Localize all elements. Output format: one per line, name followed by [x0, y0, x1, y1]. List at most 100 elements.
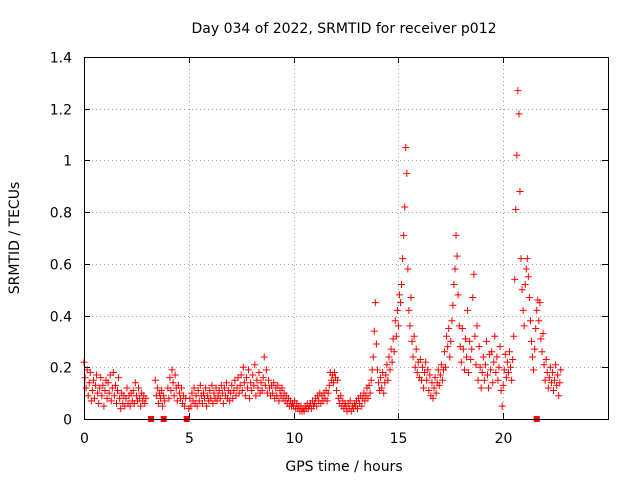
data-point — [445, 325, 453, 332]
data-point — [333, 387, 341, 395]
data-point — [358, 402, 366, 410]
data-point — [448, 317, 456, 325]
x-tick-label: 5 — [185, 431, 194, 447]
data-point — [369, 353, 377, 361]
y-tick-label: 1 — [63, 154, 72, 170]
data-point — [510, 332, 518, 340]
data-point — [330, 368, 338, 376]
data-point — [110, 392, 118, 400]
data-point — [449, 301, 457, 309]
data-point — [109, 368, 117, 376]
data-point — [403, 169, 411, 177]
data-point — [420, 384, 428, 392]
data-point — [240, 379, 248, 387]
data-point — [519, 306, 527, 314]
data-point — [474, 376, 482, 384]
data-point — [384, 376, 392, 384]
data-point — [366, 389, 374, 397]
data-point — [557, 366, 565, 374]
data-point — [393, 306, 401, 314]
data-point — [236, 381, 244, 389]
data-point — [453, 252, 461, 260]
data-point — [112, 399, 120, 407]
data-point — [383, 361, 391, 369]
data-point — [202, 384, 210, 392]
data-point — [171, 371, 179, 379]
data-point — [454, 291, 462, 299]
data-point — [429, 394, 437, 402]
data-point — [437, 361, 445, 369]
data-point — [556, 379, 564, 387]
data-point — [492, 368, 500, 376]
data-point — [245, 366, 253, 374]
data-point — [243, 384, 251, 392]
data-point — [248, 387, 256, 395]
data-point — [411, 363, 419, 371]
data-point — [188, 389, 196, 397]
data-point — [85, 379, 93, 387]
data-point — [457, 358, 465, 366]
y-tick-label: 0 — [63, 413, 72, 429]
data-point — [395, 291, 403, 299]
data-point — [194, 387, 202, 395]
data-point — [531, 345, 539, 353]
data-point — [203, 402, 211, 410]
data-point — [464, 306, 472, 314]
data-point — [481, 361, 489, 369]
data-point — [252, 392, 260, 400]
data-point — [101, 387, 109, 395]
data-point — [377, 374, 385, 382]
data-point — [523, 255, 531, 263]
data-point — [482, 337, 490, 345]
data-point — [372, 340, 380, 348]
data-point — [516, 187, 524, 195]
y-tick-label: 0.4 — [50, 310, 72, 326]
data-point — [261, 381, 269, 389]
data-point — [532, 325, 540, 332]
data-point — [142, 394, 150, 402]
data-point — [527, 337, 535, 345]
data-point — [495, 363, 503, 371]
data-point — [554, 371, 562, 379]
y-tick-label: 1.2 — [50, 103, 72, 119]
data-point — [432, 389, 440, 397]
data-point — [436, 371, 444, 379]
data-point — [115, 374, 123, 382]
data-point — [196, 381, 204, 389]
data-point — [378, 384, 386, 392]
data-point — [253, 376, 261, 384]
data-point — [475, 343, 483, 351]
data-point — [500, 366, 508, 374]
data-point — [239, 363, 247, 371]
y-tick-label: 0.2 — [50, 361, 72, 377]
data-point — [548, 368, 556, 376]
data-point — [250, 381, 258, 389]
data-point — [446, 353, 454, 361]
x-tick-label: 20 — [495, 431, 513, 447]
data-point — [451, 265, 459, 273]
data-point — [467, 356, 475, 364]
data-marks — [80, 87, 565, 415]
data-point — [452, 231, 460, 239]
data-point — [477, 384, 485, 392]
data-point — [544, 384, 552, 392]
data-point — [325, 381, 333, 389]
data-point — [505, 348, 513, 356]
data-point — [487, 366, 495, 374]
data-point — [89, 376, 97, 384]
data-point — [508, 376, 516, 384]
data-point — [275, 397, 283, 405]
data-point — [489, 379, 497, 387]
data-point — [461, 335, 469, 343]
y-tick-label: 0.8 — [50, 206, 72, 222]
gridlines — [84, 57, 608, 419]
data-point — [509, 356, 517, 364]
x-tick-label: 10 — [286, 431, 304, 447]
data-point — [533, 306, 541, 314]
data-point — [199, 389, 207, 397]
data-point — [100, 402, 108, 410]
data-point — [158, 387, 166, 395]
data-point — [159, 402, 167, 410]
data-point — [468, 345, 476, 353]
data-point — [269, 389, 277, 397]
